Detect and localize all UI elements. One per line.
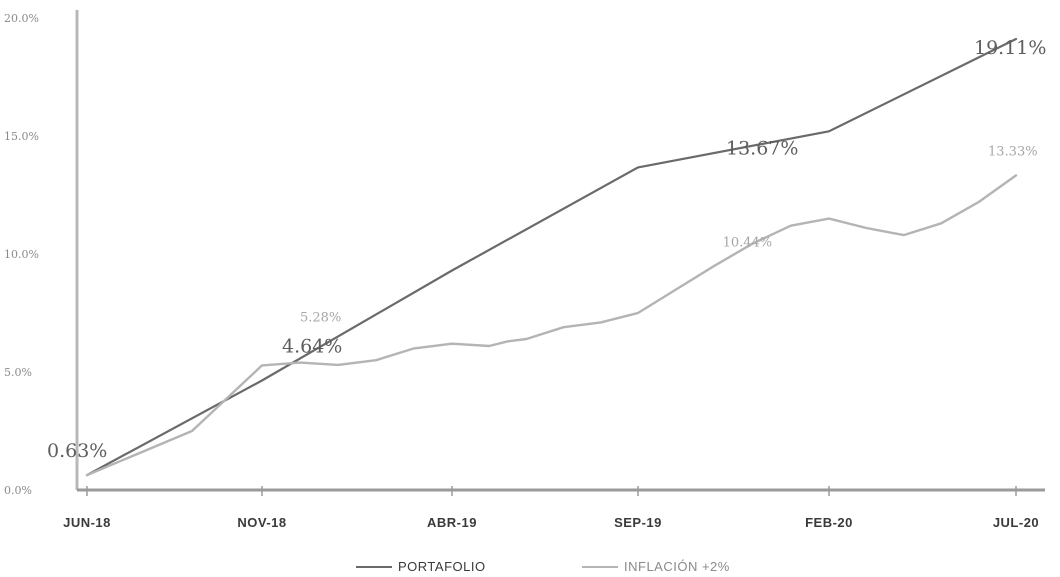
y-tick-label: 20.0% [4, 12, 39, 25]
y-tick-label: 0.0% [4, 484, 32, 497]
x-axis-ticks: JUN-18 NOV-18 ABR-19 SEP-19 FEB-20 JUL-20 [63, 486, 1039, 530]
series-line-inflacion [85, 174, 1018, 477]
series-line-portafolio [85, 37, 1018, 477]
x-tick-label: SEP-19 [614, 515, 662, 530]
y-tick-label: 10.0% [4, 248, 39, 261]
data-label: 10.44% [723, 236, 773, 251]
x-tick-label: JUL-20 [993, 515, 1039, 530]
series-lines [85, 37, 1018, 477]
y-axis-ticks: 0.0% 5.0% 10.0% 15.0% 20.0% [4, 12, 39, 497]
x-tick-label: JUN-18 [63, 515, 111, 530]
legend: PORTAFOLIO INFLACIÓN +2% [356, 559, 730, 574]
x-tick-label: ABR-19 [427, 515, 477, 530]
data-label: 19.11% [974, 37, 1046, 59]
data-label: 13.67% [726, 137, 798, 159]
x-tick-label: NOV-18 [237, 515, 286, 530]
data-labels: 0.63% 4.64% 13.67% 19.11% 5.28% 10.44% 13.33% [47, 37, 1046, 462]
x-tick-label: FEB-20 [805, 515, 853, 530]
data-label: 13.33% [988, 144, 1038, 159]
data-label: 4.64% [282, 335, 342, 357]
y-tick-label: 15.0% [4, 130, 39, 143]
data-label: 0.63% [47, 440, 107, 462]
legend-label: INFLACIÓN +2% [624, 559, 730, 574]
data-label: 5.28% [300, 310, 341, 325]
legend-label: PORTAFOLIO [398, 559, 486, 574]
y-tick-label: 5.0% [4, 366, 32, 379]
